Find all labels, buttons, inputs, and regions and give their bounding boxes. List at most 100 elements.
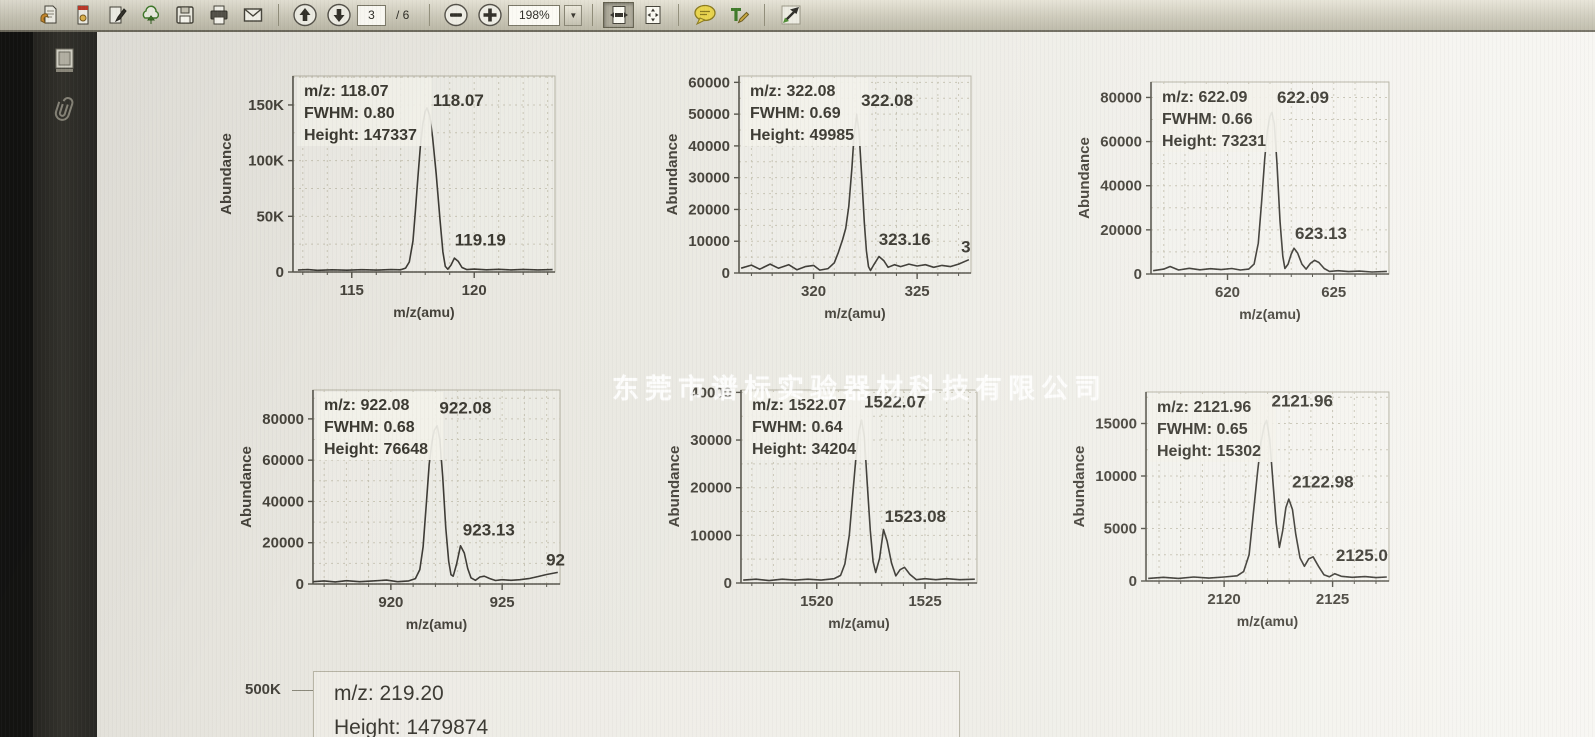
svg-text:922.08: 922.08 bbox=[439, 399, 491, 418]
svg-text:60000: 60000 bbox=[1100, 134, 1142, 151]
svg-text:40000: 40000 bbox=[1100, 178, 1142, 195]
page-total-label: / 6 bbox=[396, 8, 410, 22]
svg-text:Abundance: Abundance bbox=[238, 446, 255, 528]
navigation-panel bbox=[33, 30, 97, 737]
svg-text:2121.96: 2121.96 bbox=[1271, 392, 1332, 411]
svg-text:FWHM: 0.68: FWHM: 0.68 bbox=[324, 419, 415, 436]
svg-text:m/z(amu): m/z(amu) bbox=[828, 615, 889, 631]
document-tag-button[interactable] bbox=[67, 2, 98, 28]
partial-chart-tickmark bbox=[292, 690, 313, 691]
svg-text:Abundance: Abundance bbox=[664, 134, 681, 216]
svg-text:m/z(amu): m/z(amu) bbox=[824, 305, 885, 321]
partial-chart-height-label: Height: 1479874 bbox=[334, 716, 489, 737]
svg-text:m/z: 622.09: m/z: 622.09 bbox=[1162, 89, 1247, 106]
edit-sign-icon bbox=[109, 6, 127, 24]
svg-text:Height: 15302: Height: 15302 bbox=[1157, 443, 1261, 460]
pages-panel-icon bbox=[55, 48, 74, 72]
svg-text:80000: 80000 bbox=[262, 411, 304, 428]
svg-text:322.08: 322.08 bbox=[861, 91, 913, 110]
watermark-text: 东莞市谱标实验器材科技有限公司 bbox=[612, 374, 1107, 404]
svg-text:2125: 2125 bbox=[1316, 591, 1349, 608]
upload-cloud-button[interactable] bbox=[135, 2, 166, 28]
svg-text:622.09: 622.09 bbox=[1277, 88, 1329, 107]
toolbar-separator bbox=[429, 4, 431, 26]
svg-text:40000: 40000 bbox=[262, 493, 304, 510]
zoom-level-value: 198% bbox=[518, 8, 550, 22]
svg-text:119.19: 119.19 bbox=[455, 230, 506, 249]
svg-text:Abundance: Abundance bbox=[218, 133, 235, 215]
save-button[interactable] bbox=[169, 2, 200, 28]
fit-width-button[interactable] bbox=[603, 2, 635, 28]
fit-page-button[interactable] bbox=[637, 2, 668, 28]
email-icon bbox=[243, 8, 262, 22]
open-file-button[interactable] bbox=[33, 2, 64, 28]
svg-text:20000: 20000 bbox=[688, 201, 730, 218]
svg-text:Height: 147337: Height: 147337 bbox=[304, 127, 417, 144]
svg-text:Abundance: Abundance bbox=[1076, 137, 1093, 219]
svg-text:323.16: 323.16 bbox=[879, 230, 931, 249]
typewriter-button[interactable] bbox=[723, 2, 754, 28]
svg-text:40000: 40000 bbox=[688, 138, 730, 155]
svg-text:m/z: 322.08: m/z: 322.08 bbox=[750, 83, 835, 100]
svg-text:10000: 10000 bbox=[1095, 468, 1137, 485]
ms-peak-chart: 0 20000 40000 60000 80000 920 925 m/z(amu) Abund… bbox=[227, 376, 582, 649]
attachments-panel-button[interactable] bbox=[45, 90, 85, 130]
previous-page-button[interactable] bbox=[289, 2, 320, 28]
svg-text:m/z: 1522.07: m/z: 1522.07 bbox=[752, 397, 846, 414]
toolbar: 3 / 6 198% ▼ bbox=[0, 0, 1595, 32]
svg-text:3: 3 bbox=[961, 237, 970, 256]
document-tag-icon bbox=[77, 5, 88, 25]
zoom-out-button[interactable] bbox=[440, 2, 471, 28]
toolbar-separator bbox=[678, 4, 680, 26]
email-button[interactable] bbox=[237, 2, 268, 28]
svg-text:Abundance: Abundance bbox=[666, 446, 683, 528]
svg-text:Height: 34204: Height: 34204 bbox=[752, 441, 856, 458]
fullscreen-button[interactable] bbox=[775, 2, 806, 28]
page-number-input[interactable]: 3 bbox=[357, 4, 386, 26]
svg-text:325: 325 bbox=[905, 283, 930, 300]
svg-text:m/z(amu): m/z(amu) bbox=[406, 616, 467, 632]
chevron-down-icon: ▼ bbox=[569, 10, 578, 20]
svg-text:m/z(amu): m/z(amu) bbox=[1239, 306, 1300, 322]
edit-sign-button[interactable] bbox=[101, 2, 132, 28]
next-page-button[interactable] bbox=[323, 2, 354, 28]
svg-text:FWHM: 0.65: FWHM: 0.65 bbox=[1157, 421, 1248, 438]
ms-peak-chart: 0 10000 20000 30000 40000 50000 60000 320 325 m/z… bbox=[653, 62, 993, 338]
svg-text:0: 0 bbox=[296, 576, 304, 593]
zoom-dropdown-button[interactable]: ▼ bbox=[564, 4, 583, 26]
svg-text:40000: 40000 bbox=[690, 384, 732, 401]
svg-text:10000: 10000 bbox=[690, 527, 732, 544]
svg-text:m/z(amu): m/z(amu) bbox=[393, 304, 454, 320]
svg-text:Height: 49985: Height: 49985 bbox=[750, 127, 854, 144]
svg-text:0: 0 bbox=[1134, 266, 1142, 283]
svg-text:0: 0 bbox=[1129, 573, 1137, 590]
comment-icon bbox=[694, 4, 716, 26]
svg-text:20000: 20000 bbox=[262, 535, 304, 552]
svg-text:1520: 1520 bbox=[800, 593, 833, 610]
svg-text:1523.08: 1523.08 bbox=[885, 507, 946, 526]
svg-text:92: 92 bbox=[546, 550, 565, 569]
svg-text:620: 620 bbox=[1215, 284, 1240, 301]
svg-text:50000: 50000 bbox=[688, 106, 730, 123]
svg-text:Abundance: Abundance bbox=[1071, 446, 1088, 528]
comment-button[interactable] bbox=[689, 2, 720, 28]
ms-peak-chart: 0 50K 100K 150K 115 120 m/z(amu) Abundance m/z: … bbox=[207, 62, 577, 337]
zoom-level-select[interactable]: 198% bbox=[508, 4, 561, 26]
zoom-out-icon bbox=[444, 3, 468, 27]
open-file-icon bbox=[40, 5, 56, 24]
print-icon bbox=[210, 5, 227, 25]
svg-text:FWHM: 0.66: FWHM: 0.66 bbox=[1162, 111, 1253, 128]
svg-text:Height: 73231: Height: 73231 bbox=[1162, 133, 1266, 150]
zoom-in-button[interactable] bbox=[474, 2, 505, 28]
svg-text:100K: 100K bbox=[248, 153, 284, 170]
paperclip-icon bbox=[54, 97, 74, 121]
svg-text:5000: 5000 bbox=[1104, 521, 1137, 538]
save-icon bbox=[175, 6, 194, 24]
monitor-bezel bbox=[0, 30, 33, 737]
page-up-icon bbox=[292, 3, 317, 27]
print-button[interactable] bbox=[203, 2, 234, 28]
ms-peak-chart: 0 20000 40000 60000 80000 620 625 m/z(amu) Abund… bbox=[1065, 68, 1411, 339]
pages-panel-button[interactable] bbox=[45, 40, 85, 80]
svg-text:120: 120 bbox=[462, 282, 487, 299]
